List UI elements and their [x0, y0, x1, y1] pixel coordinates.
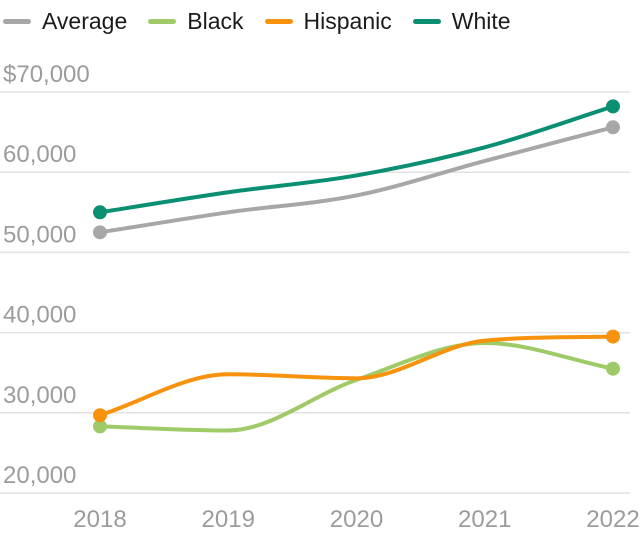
legend-item-hispanic: Hispanic	[264, 6, 392, 36]
legend-swatch-black-icon	[148, 18, 177, 24]
legend-item-average: Average	[3, 6, 127, 36]
legend-item-white: White	[412, 6, 511, 36]
series-endpoint-dot-average	[606, 120, 620, 135]
legend-label-black: Black	[187, 8, 244, 34]
legend-label-white: White	[451, 8, 511, 34]
series-endpoint-dot-hispanic	[93, 408, 107, 423]
x-axis-tick-label: 2022	[586, 506, 639, 533]
y-axis-tick-label: 50,000	[3, 221, 76, 248]
series-endpoint-dot-hispanic	[606, 329, 620, 344]
series-endpoint-dot-black	[606, 361, 620, 376]
legend-swatch-white-icon	[412, 18, 441, 24]
y-axis-tick-label: 60,000	[3, 141, 76, 168]
series-endpoint-dot-white	[606, 99, 620, 114]
series-endpoint-dot-white	[93, 205, 107, 220]
legend-label-hispanic: Hispanic	[303, 8, 392, 34]
x-axis-tick-label: 2019	[202, 506, 255, 533]
legend-item-black: Black	[148, 6, 244, 36]
series-endpoint-dot-average	[93, 225, 107, 240]
legend-label-average: Average	[42, 8, 128, 34]
y-axis-tick-label: 30,000	[3, 382, 76, 409]
series-line-white	[98, 104, 615, 215]
y-axis-tick-label: 20,000	[3, 462, 76, 489]
series-line-hispanic	[98, 334, 615, 418]
x-axis-tick-label: 2021	[458, 506, 511, 533]
y-axis-tick-label: 40,000	[3, 302, 76, 329]
x-axis-tick-label: 2020	[330, 506, 383, 533]
series-endpoint-dot-black	[93, 419, 107, 434]
y-axis-tick-label: $70,000	[3, 61, 90, 88]
series-line-average	[98, 125, 615, 235]
legend-swatch-average-icon	[3, 18, 31, 24]
legend-swatch-hispanic-icon	[264, 18, 293, 24]
chart-legend: Average Black Hispanic White	[3, 6, 532, 36]
x-axis-tick-label: 2018	[73, 506, 126, 533]
